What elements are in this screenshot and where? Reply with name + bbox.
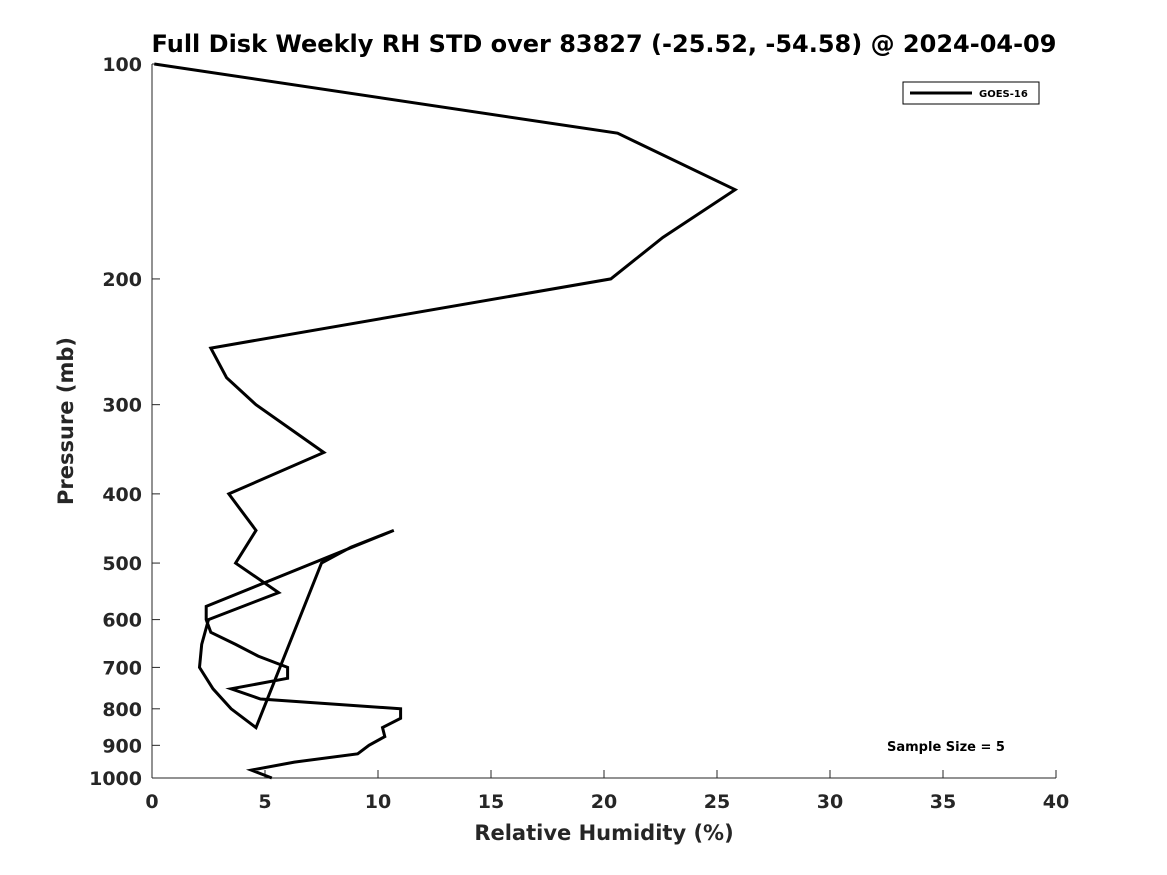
legend: GOES-16 — [902, 81, 1040, 105]
x-tick-label: 30 — [817, 791, 843, 813]
x-tick-label: 10 — [365, 791, 391, 813]
y-tick-label: 300 — [102, 395, 142, 417]
x-tick-label: 35 — [930, 791, 956, 813]
y-tick-label: 100 — [102, 54, 142, 76]
tick-labels: 0 5 10 15 20 25 30 35 40 100 200 300 400 500 600 700 800… — [89, 54, 1069, 813]
sample-size-annotation: Sample Size = 5 — [887, 740, 1005, 755]
y-tick-label: 400 — [102, 484, 142, 506]
chart-title: Full Disk Weekly RH STD over 83827 (-25.… — [152, 30, 1057, 58]
x-tick-label: 40 — [1043, 791, 1069, 813]
y-tick-label: 500 — [102, 553, 142, 575]
y-tick-label: 900 — [102, 735, 142, 757]
y-tick-label: 600 — [102, 610, 142, 632]
legend-label: GOES-16 — [979, 89, 1028, 100]
x-tick-label: 20 — [591, 791, 617, 813]
y-tick-label: 200 — [102, 269, 142, 291]
plot-area — [154, 62, 739, 780]
x-tick-label: 5 — [258, 791, 271, 813]
y-tick-label: 700 — [102, 657, 142, 679]
y-tick-label: 800 — [102, 699, 142, 721]
x-tick-label: 15 — [478, 791, 504, 813]
y-tick-label: 1000 — [89, 768, 142, 790]
axes — [151, 63, 1057, 779]
x-axis-label: Relative Humidity (%) — [474, 821, 733, 845]
x-tick-label: 0 — [145, 791, 158, 813]
y-axis-label: Pressure (mb) — [54, 337, 78, 505]
x-tick-label: 25 — [704, 791, 730, 813]
series-line-goes-16 — [154, 62, 739, 780]
